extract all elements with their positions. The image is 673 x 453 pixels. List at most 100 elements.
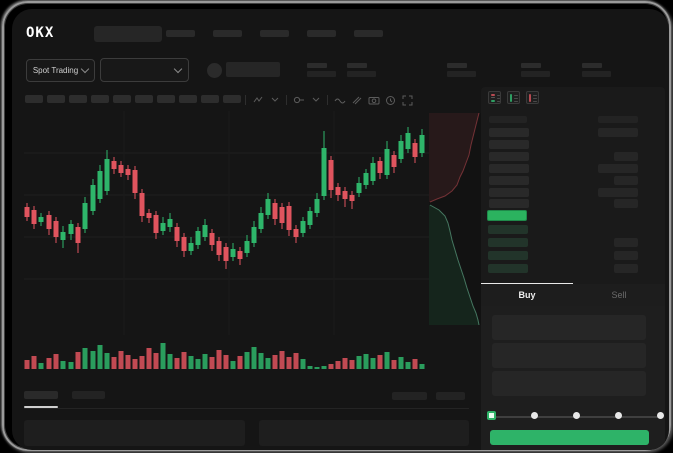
slider-stop[interactable] xyxy=(531,412,539,419)
interval-button-placeholder[interactable] xyxy=(47,95,65,103)
last-price-highlight[interactable] xyxy=(487,210,527,221)
chart-tool-icons xyxy=(242,93,416,107)
stat-label-placeholder xyxy=(447,63,467,68)
orders-content-placeholder xyxy=(259,420,469,446)
bottom-tab-active[interactable] xyxy=(24,391,58,399)
book-asks-only-icon[interactable] xyxy=(526,91,539,104)
depth-chart xyxy=(429,112,481,326)
interval-button-placeholder[interactable] xyxy=(91,95,109,103)
book-bids-only-icon[interactable] xyxy=(507,91,520,104)
chart-type-dropdown-icon[interactable] xyxy=(266,94,283,106)
bid-price-placeholder xyxy=(488,251,528,260)
ticker-stat-placeholder xyxy=(521,63,550,77)
ask-price-placeholder xyxy=(489,140,529,149)
interval-button-placeholder[interactable] xyxy=(157,95,175,103)
nav-item-placeholder[interactable] xyxy=(213,30,242,37)
ask-amount-placeholder xyxy=(598,164,638,173)
ask-price-placeholder xyxy=(489,164,529,173)
bid-price-placeholder xyxy=(488,225,528,234)
book-combined-icon[interactable] xyxy=(488,91,501,104)
buy-submit-button[interactable] xyxy=(490,430,649,445)
interval-button-placeholder[interactable] xyxy=(135,95,153,103)
bottom-action-placeholder[interactable] xyxy=(436,392,465,400)
history-clock-icon[interactable] xyxy=(382,94,399,106)
tab-sell[interactable]: Sell xyxy=(611,290,627,300)
chart-type-icon[interactable] xyxy=(249,94,266,106)
nav-item-placeholder[interactable] xyxy=(260,30,289,37)
price-input[interactable] xyxy=(492,315,646,340)
book-header-price-placeholder xyxy=(489,116,527,123)
stat-label-placeholder xyxy=(521,63,541,68)
indicators-dropdown-icon[interactable] xyxy=(307,94,324,106)
ask-price-placeholder xyxy=(489,128,529,137)
interval-button-placeholder[interactable] xyxy=(69,95,87,103)
stat-value-placeholder xyxy=(521,71,550,77)
interval-button-placeholder[interactable] xyxy=(179,95,197,103)
candlestick-chart[interactable] xyxy=(24,111,429,335)
total-input[interactable] xyxy=(492,371,646,396)
stat-label-placeholder xyxy=(307,63,327,68)
ticker-stat-placeholder xyxy=(307,63,336,77)
pair-selector-dropdown[interactable] xyxy=(100,58,189,82)
interval-button-placeholder[interactable] xyxy=(25,95,43,103)
order-book-panel: Buy Sell xyxy=(481,87,665,450)
indicators-icon[interactable] xyxy=(290,94,307,106)
amount-input[interactable] xyxy=(492,343,646,368)
ticker-stat-placeholder xyxy=(582,63,611,77)
ask-amount-placeholder xyxy=(614,199,638,208)
candlestick-svg xyxy=(24,111,429,335)
timeframe-buttons xyxy=(25,95,245,104)
ask-amount-placeholder xyxy=(614,176,638,185)
ticker-stat-placeholder xyxy=(447,63,476,77)
slider-stop[interactable] xyxy=(656,412,664,419)
stat-value-placeholder xyxy=(447,71,476,77)
active-tab-underline xyxy=(24,406,58,408)
divider xyxy=(24,408,469,409)
last-price-placeholder xyxy=(226,62,280,77)
trading-app-window: OKX Spot Trading xyxy=(12,9,669,450)
ask-amount-placeholder xyxy=(598,188,638,197)
bid-amount-placeholder xyxy=(614,251,638,260)
stat-value-placeholder xyxy=(347,71,376,77)
orders-content-placeholder xyxy=(24,420,245,446)
line-style-icon[interactable] xyxy=(331,94,348,106)
ask-amount-placeholder xyxy=(598,128,638,137)
ask-amount-placeholder xyxy=(614,152,638,161)
book-header-amount-placeholder xyxy=(598,116,638,123)
slider-handle[interactable] xyxy=(487,411,496,420)
volume-svg xyxy=(24,343,425,369)
pair-coin-avatar xyxy=(207,63,222,78)
nav-menu xyxy=(166,30,401,38)
bid-price-placeholder xyxy=(488,238,528,247)
ticker-stat-placeholder xyxy=(347,63,376,77)
depth-svg xyxy=(429,112,481,326)
market-type-dropdown[interactable]: Spot Trading xyxy=(26,59,95,82)
order-form-tabs: Buy Sell xyxy=(481,284,665,306)
ask-price-placeholder xyxy=(489,152,529,161)
nav-item-placeholder[interactable] xyxy=(307,30,336,37)
fullscreen-icon[interactable] xyxy=(399,94,416,106)
interval-button-placeholder[interactable] xyxy=(113,95,131,103)
drawing-tools-icon[interactable] xyxy=(348,94,365,106)
interval-button-placeholder[interactable] xyxy=(223,95,241,103)
stat-value-placeholder xyxy=(307,71,336,77)
tab-buy[interactable]: Buy xyxy=(518,290,536,300)
interval-button-placeholder[interactable] xyxy=(201,95,219,103)
nav-item-placeholder[interactable] xyxy=(166,30,195,37)
bottom-action-placeholder[interactable] xyxy=(392,392,427,400)
slider-stop[interactable] xyxy=(573,412,580,419)
bottom-tab[interactable] xyxy=(72,391,105,399)
bid-amount-placeholder xyxy=(614,264,638,273)
search-input[interactable] xyxy=(94,26,162,42)
stat-value-placeholder xyxy=(582,71,611,77)
chevron-down-icon xyxy=(173,64,183,73)
stat-label-placeholder xyxy=(347,63,367,68)
nav-item-placeholder[interactable] xyxy=(354,30,383,37)
ask-price-placeholder xyxy=(489,188,529,197)
slider-stop[interactable] xyxy=(614,412,622,419)
bid-amount-placeholder xyxy=(614,238,638,247)
ask-price-placeholder xyxy=(489,176,529,185)
camera-icon[interactable] xyxy=(365,94,382,106)
order-book-view-toggles xyxy=(488,91,539,104)
